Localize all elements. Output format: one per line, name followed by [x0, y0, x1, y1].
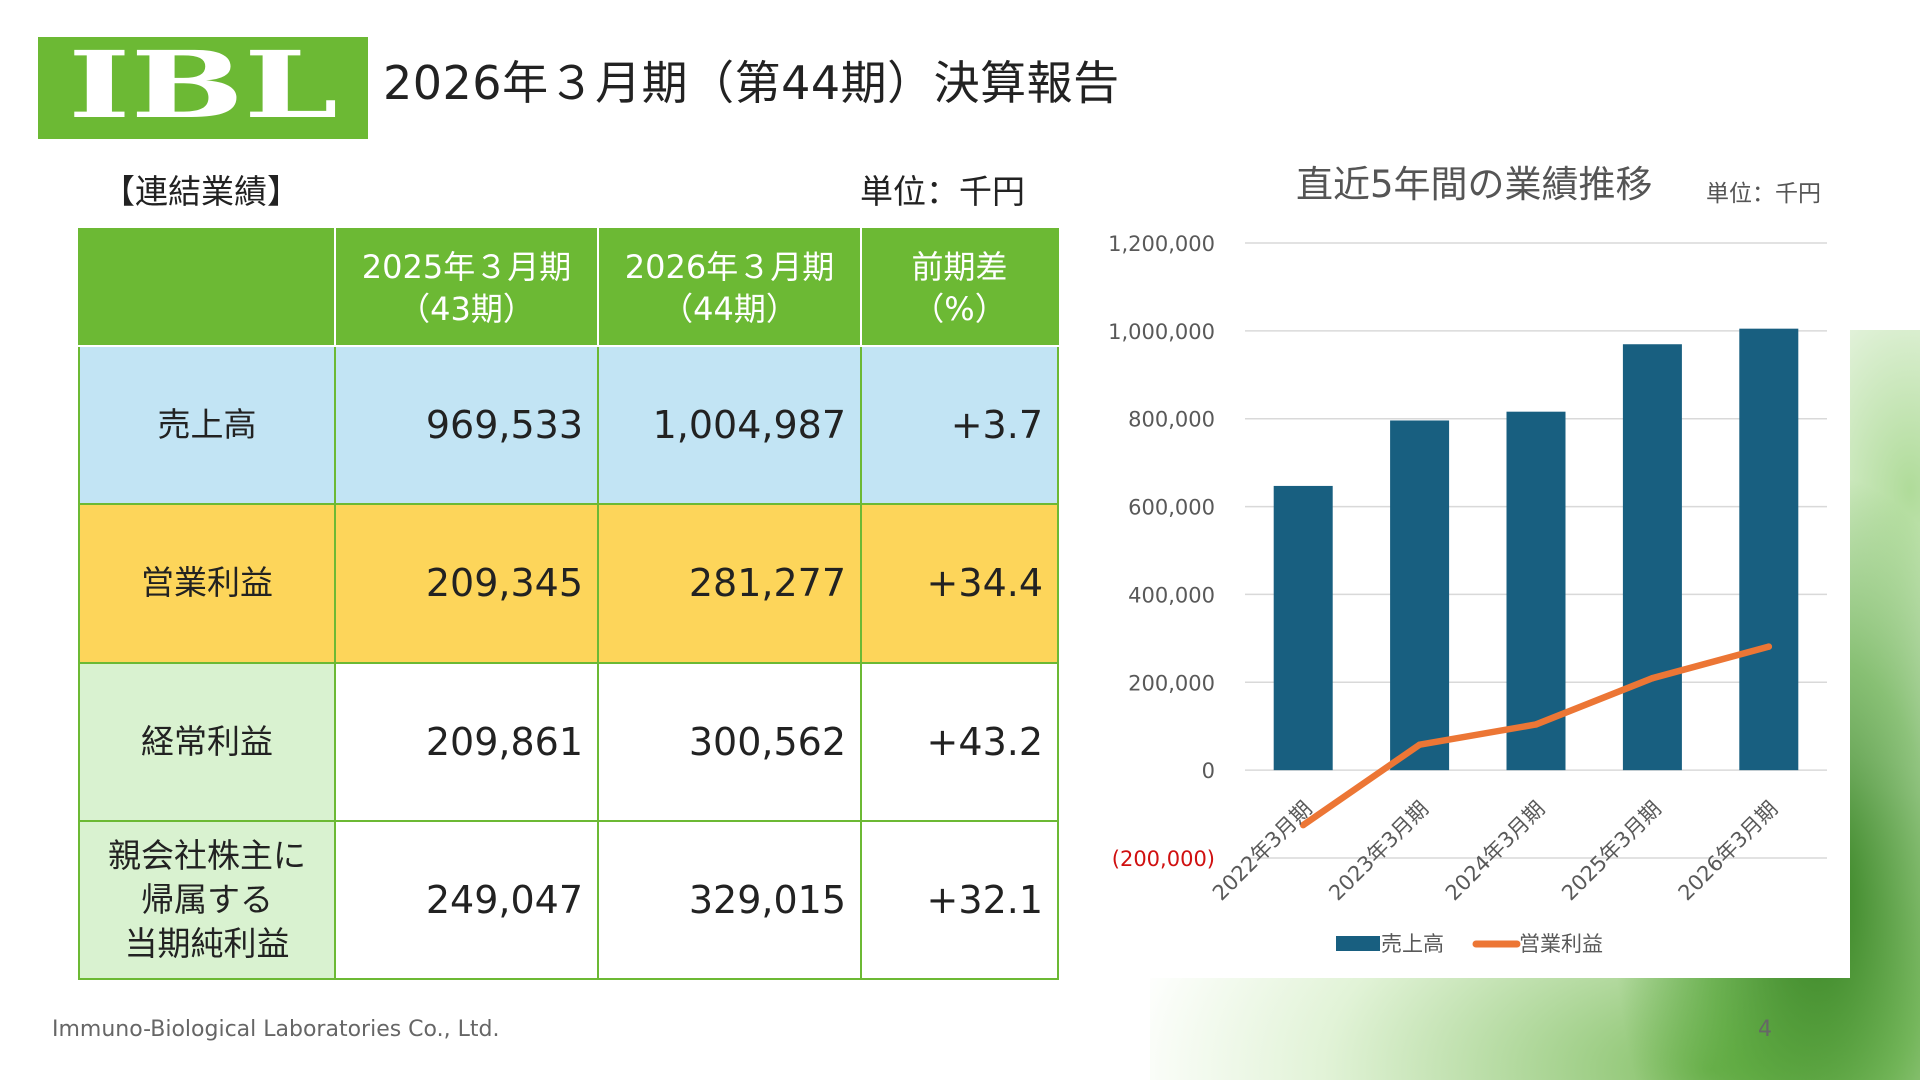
- cell-op-diff: +34.4: [860, 503, 1059, 664]
- row-label-sales: 売上高: [78, 344, 336, 506]
- cell-op-curr: 281,277: [597, 503, 862, 664]
- table-header-row: 2025年３月期 （43期） 2026年３月期 （44期） 前期差 （%）: [78, 228, 1059, 347]
- bar-sales: [1390, 420, 1450, 771]
- x-tick-label: 2023年3月期: [1324, 797, 1433, 906]
- table-section-label: 【連結業績】: [102, 172, 300, 211]
- y-tick-label: 0: [1202, 759, 1215, 783]
- cell-ord-diff: +43.2: [860, 661, 1059, 822]
- y-tick-label: 800,000: [1128, 408, 1215, 432]
- bar-sales: [1739, 328, 1799, 771]
- legend-label-sales: 売上高: [1381, 932, 1444, 956]
- cell-sales-diff: +3.7: [860, 344, 1059, 506]
- chart-title: 直近5年間の業績推移: [1296, 163, 1653, 206]
- cell-net-prev: 249,047: [334, 819, 599, 981]
- header-cell-curr-year: 2026年３月期 （44期）: [597, 228, 862, 347]
- bar-sales: [1506, 411, 1566, 771]
- header-cell-blank: [78, 228, 336, 347]
- header-cell-prev-year: 2025年３月期 （43期）: [334, 228, 599, 347]
- table-row-sales: 売上高 969,533 1,004,987 +3.7: [78, 344, 1059, 506]
- legend-label-operating-income: 営業利益: [1519, 932, 1603, 956]
- y-tick-label: (200,000): [1112, 847, 1215, 871]
- chart-unit-label: 単位：千円: [1706, 181, 1821, 207]
- legend-swatch-sales: [1336, 936, 1380, 951]
- logo-text: IBL: [68, 43, 338, 133]
- line-point-operating-income: [1300, 821, 1307, 829]
- results-table: 2025年３月期 （43期） 2026年３月期 （44期） 前期差 （%） 売上高 9…: [78, 228, 1059, 981]
- y-tick-label: 600,000: [1128, 496, 1215, 520]
- page-title: 2026年３月期（第44期）決算報告: [383, 56, 1120, 110]
- line-point-operating-income: [1765, 643, 1773, 650]
- cell-ord-curr: 300,562: [597, 661, 862, 822]
- line-point-operating-income: [1649, 674, 1656, 682]
- y-tick-label: 1,000,000: [1108, 320, 1215, 344]
- cell-ord-prev: 209,861: [334, 661, 599, 822]
- y-tick-label: 1,200,000: [1108, 232, 1215, 256]
- table-unit-label: 単位：千円: [860, 172, 1025, 211]
- x-tick-label: 2024年3月期: [1441, 797, 1550, 906]
- cell-op-prev: 209,345: [334, 503, 599, 664]
- page-number: 4: [1758, 1017, 1772, 1042]
- cell-net-curr: 329,015: [597, 819, 862, 981]
- table-row-ordinary-income: 経常利益 209,861 300,562 +43.2: [78, 661, 1059, 822]
- cell-net-diff: +32.1: [860, 819, 1059, 981]
- x-tick-label: 2026年3月期: [1674, 797, 1783, 906]
- table-row-operating-income: 営業利益 209,345 281,277 +34.4: [78, 503, 1059, 664]
- line-point-operating-income: [1416, 741, 1423, 748]
- x-tick-label: 2022年3月期: [1208, 797, 1317, 906]
- bar-sales: [1622, 344, 1682, 771]
- line-point-operating-income: [1532, 721, 1540, 728]
- row-label-ordinary-income: 経常利益: [78, 661, 336, 822]
- company-logo: IBL: [38, 37, 368, 139]
- table-row-net-income: 親会社株主に 帰属する 当期純利益 249,047 329,015 +32.1: [78, 819, 1059, 981]
- footer-company: Immuno-Biological Laboratories Co., Ltd.: [52, 1017, 500, 1042]
- cell-sales-prev: 969,533: [334, 344, 599, 506]
- row-label-operating-income: 営業利益: [78, 503, 336, 664]
- chart-panel: [1095, 155, 1850, 978]
- header-cell-diff: 前期差 （%）: [860, 228, 1059, 347]
- cell-sales-curr: 1,004,987: [597, 344, 862, 506]
- row-label-net-income: 親会社株主に 帰属する 当期純利益: [78, 819, 336, 981]
- bar-sales: [1273, 485, 1333, 771]
- y-tick-label: 400,000: [1128, 583, 1215, 607]
- y-tick-label: 200,000: [1128, 671, 1215, 695]
- x-tick-label: 2025年3月期: [1557, 797, 1666, 906]
